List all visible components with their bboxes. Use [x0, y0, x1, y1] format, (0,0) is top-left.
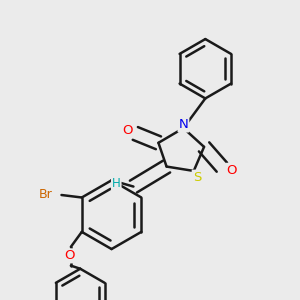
Text: Br: Br: [38, 188, 52, 202]
Text: H: H: [112, 177, 121, 190]
Text: S: S: [193, 171, 201, 184]
Text: O: O: [64, 249, 74, 262]
Text: N: N: [178, 118, 188, 131]
Text: O: O: [122, 124, 133, 137]
Text: O: O: [226, 164, 236, 177]
